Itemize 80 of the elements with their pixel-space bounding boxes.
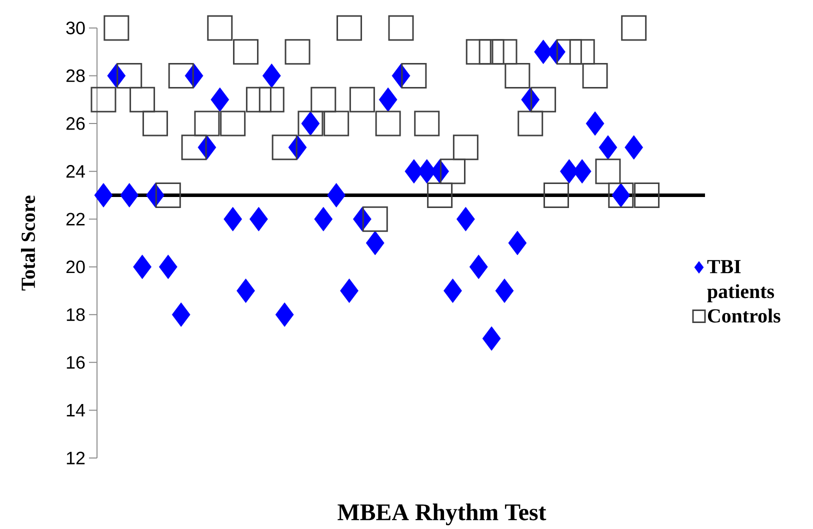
- point: [492, 39, 518, 65]
- point: [556, 39, 582, 65]
- point: [543, 182, 569, 208]
- point: [624, 135, 644, 160]
- point: [508, 230, 527, 256]
- point: [130, 86, 156, 112]
- point: [314, 206, 333, 232]
- point: [220, 110, 246, 136]
- point: [349, 86, 375, 112]
- point: [172, 302, 190, 327]
- point: [452, 134, 478, 160]
- point: [181, 134, 207, 160]
- point: [582, 63, 608, 89]
- x-axis-title: MBEA Rhythm Test: [338, 504, 546, 526]
- y-tick-label: 24: [66, 165, 85, 178]
- y-tick-label: 14: [66, 404, 85, 416]
- point: [495, 278, 514, 303]
- point: [595, 158, 621, 184]
- point: [310, 86, 336, 112]
- point: [142, 110, 168, 136]
- point: [375, 110, 401, 136]
- point: [246, 86, 272, 112]
- point: [378, 87, 398, 112]
- point: [210, 87, 230, 112]
- point: [414, 110, 440, 136]
- point: [427, 182, 453, 208]
- y-tick-label: 12: [66, 452, 85, 464]
- point: [598, 135, 618, 160]
- point: [120, 183, 139, 208]
- point: [133, 254, 152, 280]
- legend-label: Controls: [708, 308, 780, 323]
- point: [258, 86, 284, 112]
- point: [621, 15, 647, 41]
- point: [388, 15, 414, 41]
- point: [504, 63, 530, 89]
- y-tick-label: 26: [66, 117, 85, 130]
- point: [530, 86, 556, 112]
- point: [444, 278, 462, 303]
- y-tick-label: 30: [66, 22, 85, 34]
- point: [250, 206, 268, 232]
- point: [401, 63, 427, 89]
- y-tick-label: 18: [66, 308, 85, 321]
- point: [168, 63, 194, 89]
- y-tick-label: 16: [66, 356, 85, 369]
- point: [207, 15, 233, 41]
- point: [634, 182, 660, 208]
- point: [340, 278, 358, 303]
- point: [327, 183, 346, 208]
- point: [272, 134, 298, 160]
- point: [336, 15, 362, 41]
- point: [90, 86, 116, 112]
- point: [456, 206, 475, 232]
- point: [466, 39, 492, 65]
- point: [569, 39, 595, 65]
- point: [236, 278, 255, 303]
- y-tick-label: 20: [66, 260, 85, 274]
- point: [482, 326, 501, 351]
- point: [262, 64, 281, 88]
- point: [155, 182, 181, 208]
- point: [275, 302, 294, 327]
- point: [194, 110, 220, 136]
- point: [116, 63, 142, 89]
- point: [478, 39, 504, 65]
- point: [104, 15, 130, 41]
- point: [158, 254, 178, 280]
- point: [94, 183, 113, 208]
- legend-label: TBI patients: [707, 260, 774, 302]
- point: [518, 110, 544, 136]
- point: [233, 39, 259, 65]
- point: [586, 111, 604, 136]
- point: [224, 206, 242, 232]
- y-axis-title: Total Score: [20, 196, 36, 291]
- y-tick-label: 22: [66, 212, 85, 226]
- point: [284, 39, 310, 65]
- point: [440, 158, 466, 184]
- point: [366, 230, 384, 256]
- point: [324, 110, 350, 136]
- point: [362, 206, 388, 232]
- point: [469, 254, 488, 280]
- y-tick-label: 28: [66, 69, 85, 82]
